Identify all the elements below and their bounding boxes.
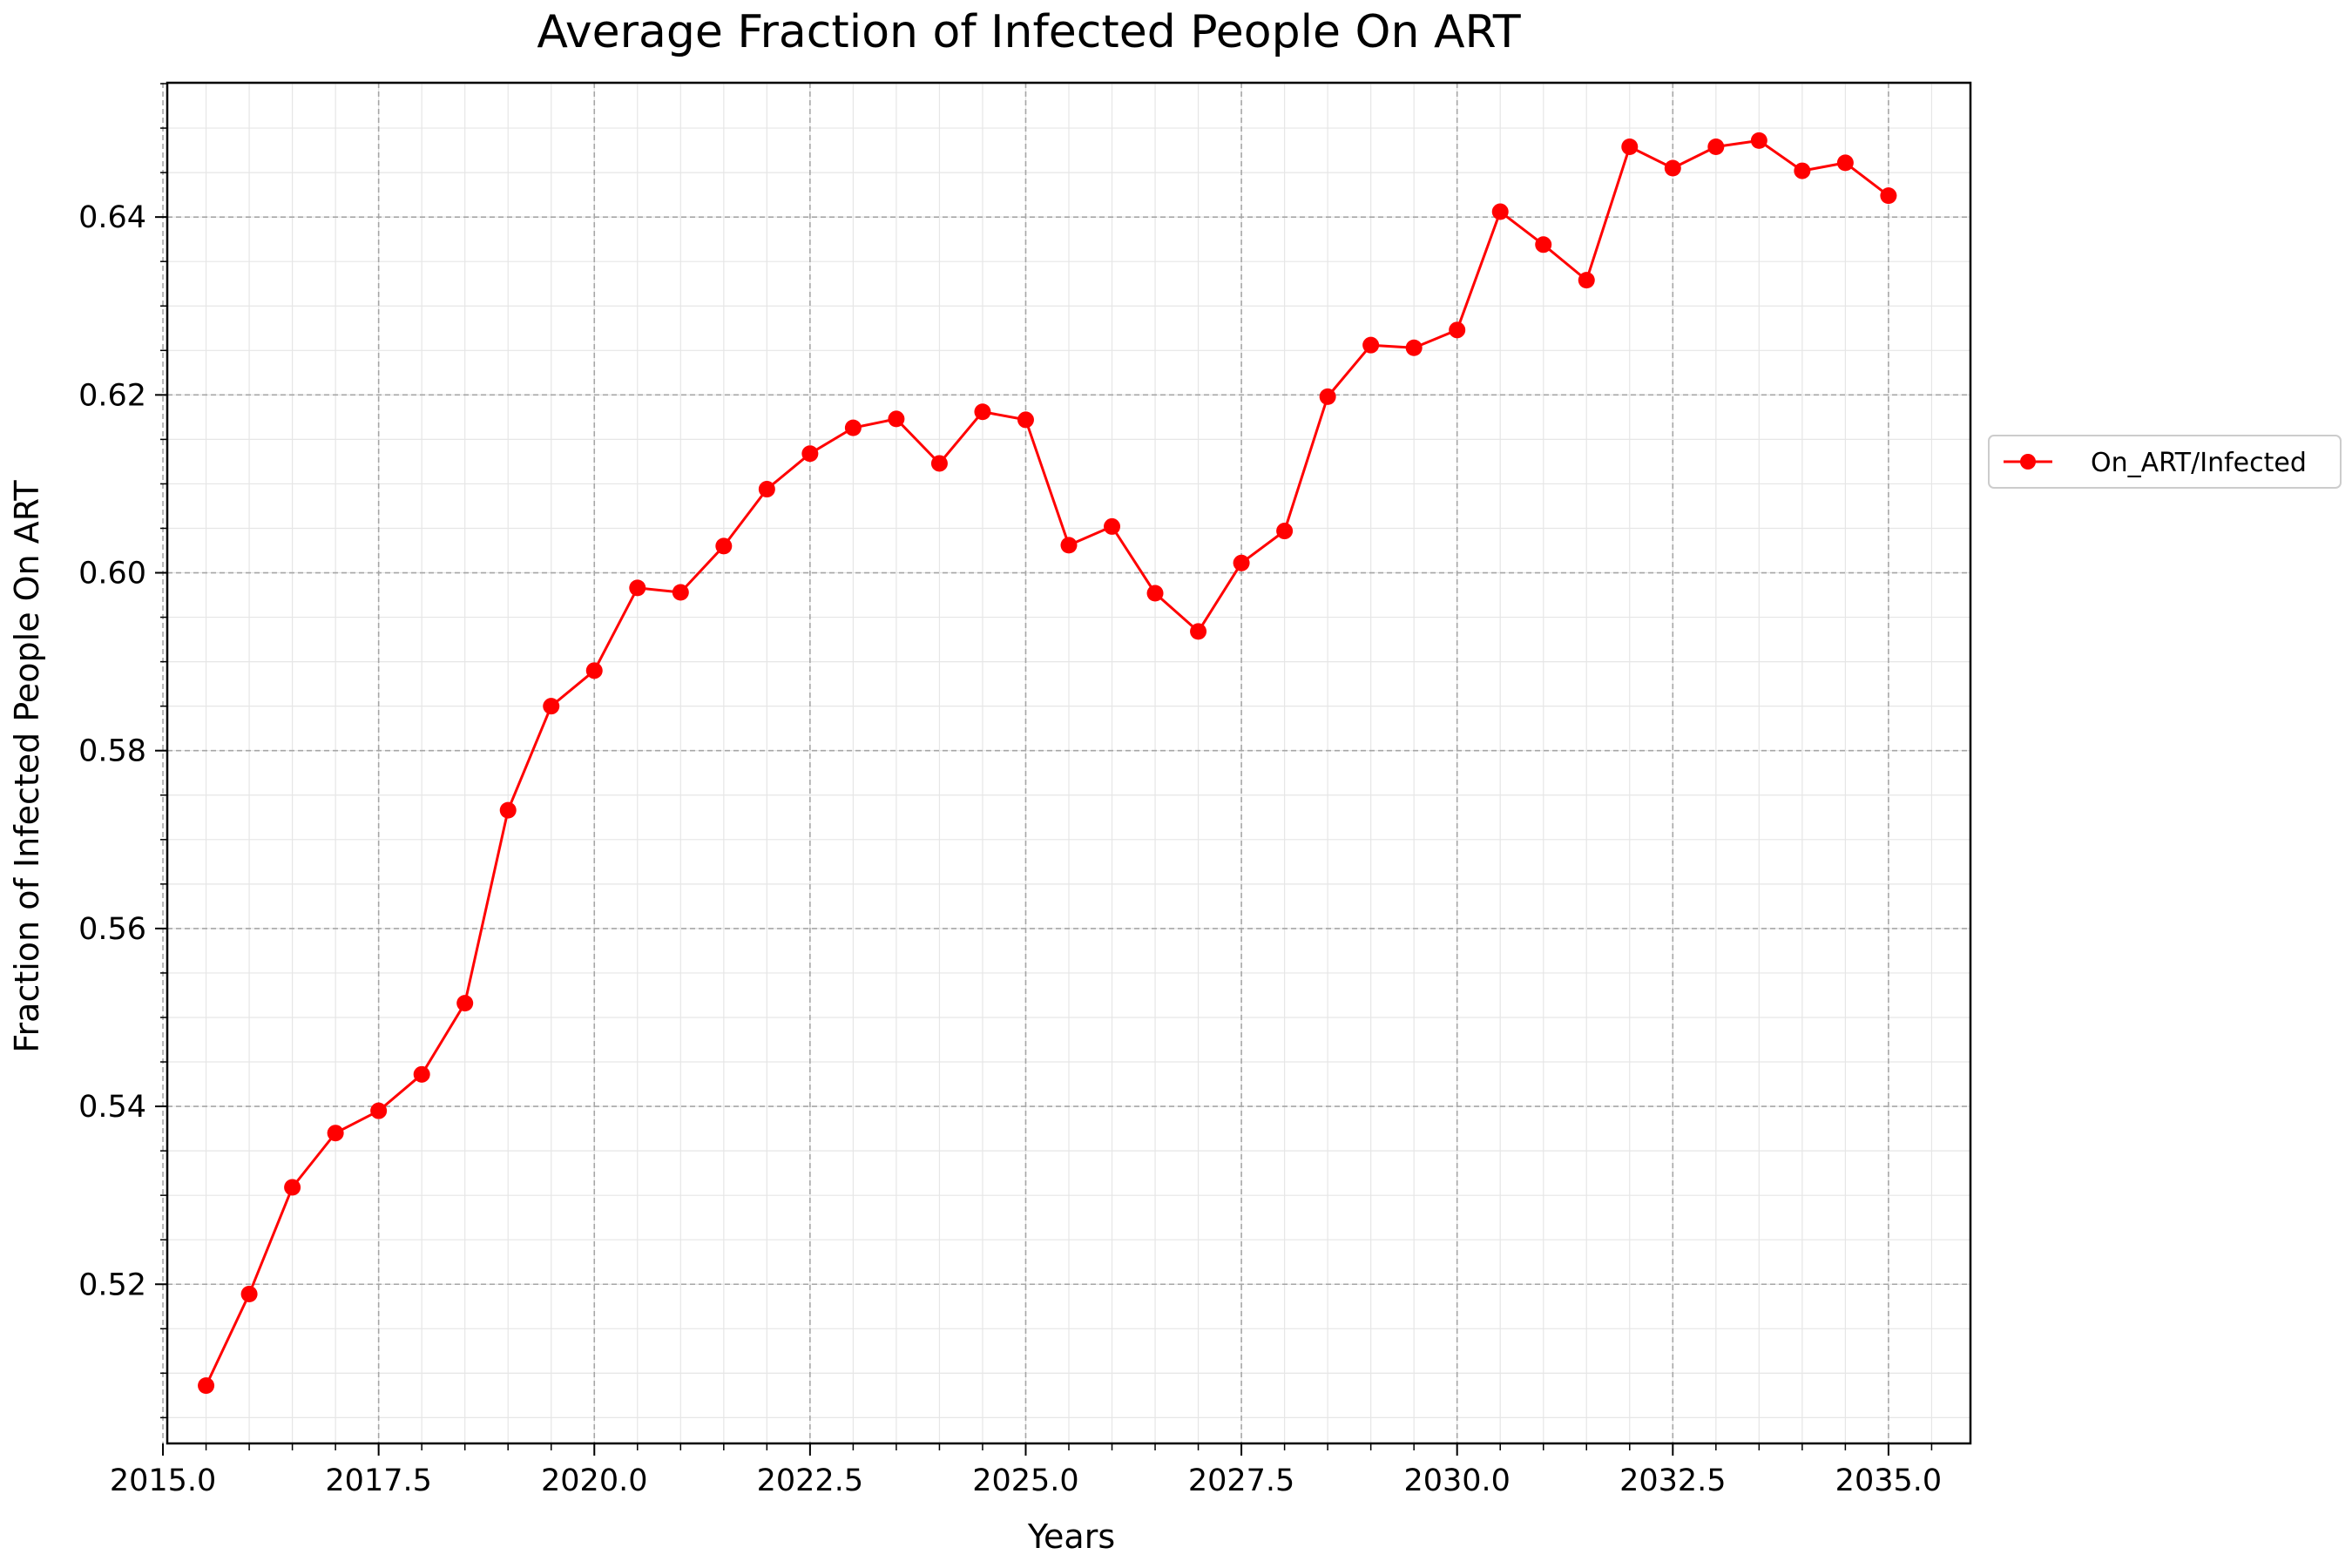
- y-tick-label: 0.62: [78, 378, 146, 413]
- x-tick-label: 2017.5: [325, 1463, 431, 1498]
- x-tick-label: 2032.5: [1619, 1463, 1726, 1498]
- data-point: [1146, 585, 1164, 602]
- data-point: [801, 445, 819, 463]
- y-tick-label: 0.60: [78, 557, 146, 591]
- data-point: [1319, 388, 1336, 405]
- data-point: [888, 410, 905, 428]
- y-tick-label: 0.52: [78, 1267, 146, 1302]
- data-point: [198, 1377, 215, 1395]
- x-tick-label: 2030.0: [1403, 1463, 1510, 1498]
- data-point: [1190, 623, 1207, 640]
- x-tick-label: 2025.0: [972, 1463, 1078, 1498]
- data-point: [1535, 236, 1552, 253]
- data-point: [1233, 554, 1250, 571]
- legend-frame: [1988, 435, 2342, 489]
- data-point: [456, 995, 474, 1012]
- data-point: [1621, 139, 1639, 156]
- data-point: [1794, 162, 1811, 179]
- legend-marker-swatch: [2020, 454, 2036, 470]
- major-grid: [162, 83, 1970, 1443]
- x-tick-label: 2035.0: [1835, 1463, 1942, 1498]
- data-point: [1664, 159, 1681, 177]
- data-point: [672, 584, 689, 601]
- data-point: [1578, 272, 1595, 289]
- y-tick-label: 0.58: [78, 734, 146, 769]
- data-point: [1104, 517, 1121, 535]
- data-point: [370, 1102, 388, 1119]
- data-point: [1276, 523, 1294, 540]
- data-point: [1405, 339, 1423, 356]
- data-point: [1707, 139, 1725, 156]
- data-point: [413, 1065, 430, 1083]
- chart-title: Average Fraction of Infected People On A…: [537, 6, 1521, 58]
- series-layer: [198, 132, 1897, 1395]
- data-point: [240, 1285, 258, 1302]
- y-axis-label: Fraction of Infected People On ART: [8, 480, 46, 1053]
- data-point: [1060, 537, 1078, 554]
- data-point: [1880, 187, 1897, 205]
- data-point: [974, 403, 991, 421]
- legend-entry-label: On_ART/Infected: [2091, 448, 2307, 478]
- x-tick-label: 2022.5: [757, 1463, 863, 1498]
- data-point: [930, 455, 948, 472]
- data-point: [543, 698, 560, 715]
- data-point: [1750, 132, 1767, 149]
- data-point: [758, 481, 775, 498]
- data-point: [1449, 321, 1466, 339]
- x-tick-label: 2020.0: [541, 1463, 647, 1498]
- data-point: [1836, 154, 1854, 172]
- x-tick-label: 2015.0: [110, 1463, 216, 1498]
- data-point: [585, 662, 603, 679]
- legend: On_ART/Infected: [1988, 435, 2342, 489]
- y-tick-label: 0.64: [78, 200, 146, 235]
- data-point: [499, 801, 517, 819]
- data-point: [1491, 203, 1509, 220]
- data-point: [327, 1125, 344, 1142]
- data-point: [284, 1179, 301, 1196]
- data-point: [844, 419, 862, 436]
- x-axis-label: Years: [1027, 1517, 1115, 1556]
- data-point: [1362, 336, 1380, 354]
- x-tick-label: 2027.5: [1188, 1463, 1294, 1498]
- data-point: [715, 537, 733, 555]
- data-point: [629, 579, 646, 597]
- series-line: [205, 139, 1889, 1387]
- data-point: [1017, 411, 1034, 429]
- ticks-layer: 2015.0 2017.5 2020.0 2022.5 2025.0 2027.5 2030…: [78, 83, 1942, 1498]
- y-tick-label: 0.56: [78, 912, 146, 947]
- y-tick-label: 0.54: [78, 1090, 146, 1125]
